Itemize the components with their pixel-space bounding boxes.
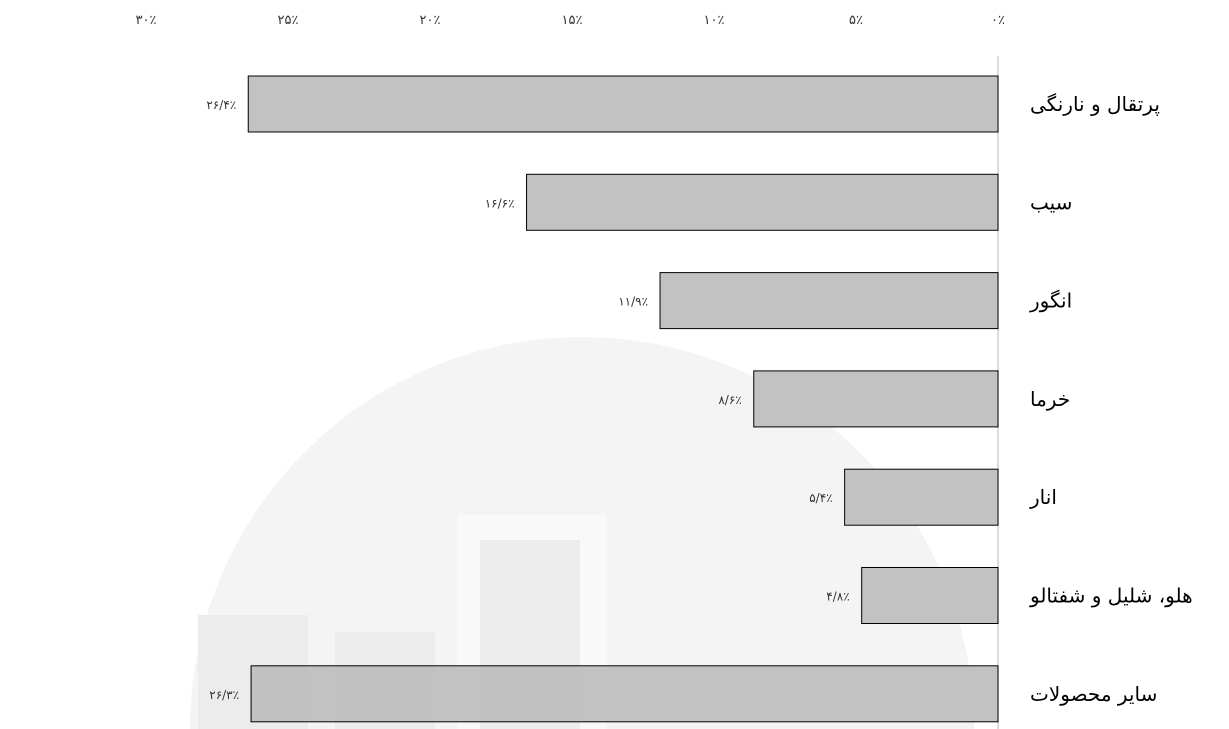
bar (844, 468, 999, 526)
category-label: انگور (1029, 289, 1072, 313)
category-labels: پرتقال و نارنگی سیب انگور خرما انار هلو، شلیل… (1029, 92, 1193, 706)
bar (753, 370, 999, 428)
x-tick-label: ۵٪ (849, 13, 863, 28)
bar (247, 75, 999, 133)
x-tick-label: ۱۰٪ (704, 13, 725, 28)
category-label: هلو، شلیل و شفتالو (1029, 584, 1193, 608)
bars (247, 75, 999, 723)
x-tick-label: ۰٪ (991, 13, 1005, 28)
category-label: انار (1029, 485, 1057, 509)
value-label: ۲۶/۴٪ (206, 98, 236, 112)
bar (861, 567, 999, 624)
bar (250, 665, 999, 723)
x-tick-label: ۲۰٪ (420, 13, 441, 28)
x-tick-label: ۲۵٪ (278, 13, 299, 28)
x-tick-labels: ۰٪ ۵٪ ۱۰٪ ۱۵٪ ۲۰٪ ۲۵٪ ۳۰٪ (136, 13, 1005, 28)
category-label: پرتقال و نارنگی (1030, 92, 1160, 117)
value-label: ۲۶/۳٪ (209, 688, 239, 702)
bar (659, 272, 999, 330)
value-label: ۸/۶٪ (718, 393, 741, 407)
value-label: ۱۶/۶٪ (485, 196, 515, 210)
value-label: ۵/۴٪ (809, 491, 832, 505)
x-tick-label: ۱۵٪ (562, 13, 583, 28)
category-label: خرما (1030, 387, 1070, 411)
category-label: سایر محصولات (1030, 682, 1157, 706)
bar (526, 173, 999, 231)
x-tick-label: ۳۰٪ (136, 13, 157, 28)
category-label: سیب (1030, 190, 1072, 214)
value-label: ۱۱/۹٪ (618, 295, 648, 309)
value-label: ۴/۸٪ (826, 590, 849, 604)
value-labels: ۲۶/۴٪ ۱۶/۶٪ ۱۱/۹٪ ۸/۶٪ ۵/۴٪ ۴/۸٪ ۲۶/۳٪ (206, 98, 849, 702)
